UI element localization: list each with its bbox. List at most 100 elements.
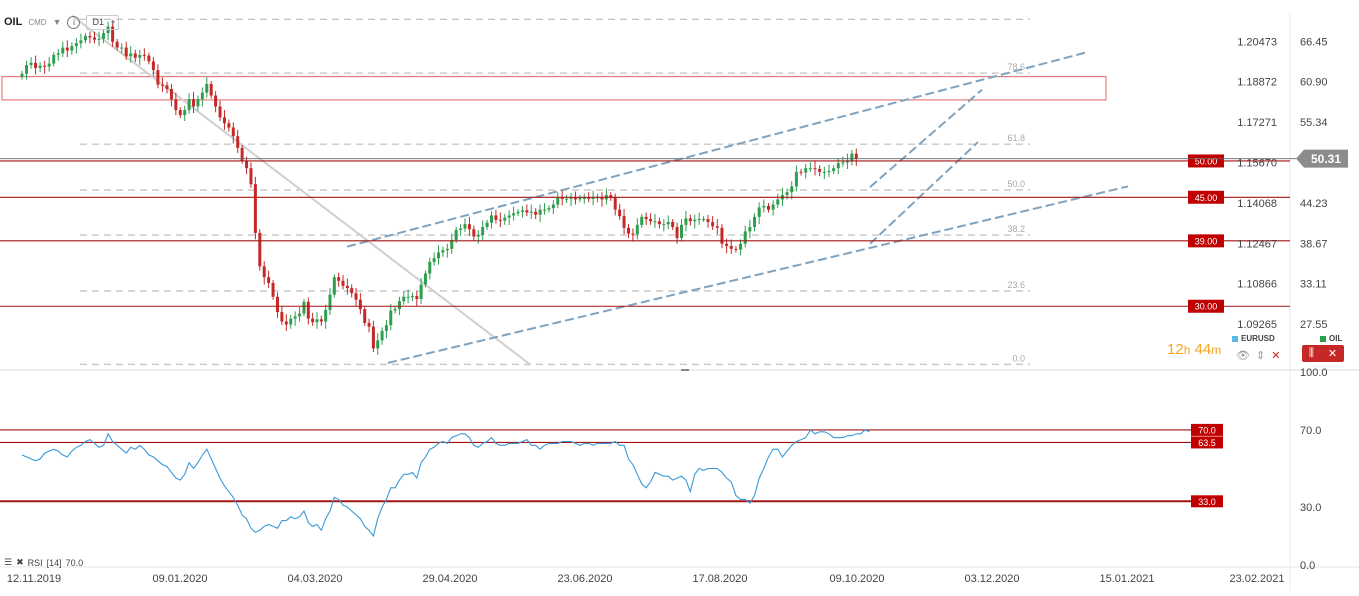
candle-body xyxy=(61,47,65,54)
rsi-level-label: 70.0 xyxy=(1198,425,1216,435)
x-axis-tick: 09.01.2020 xyxy=(152,573,207,585)
candle-body xyxy=(804,168,808,173)
candle-body xyxy=(151,61,155,71)
price-level-label: 45.00 xyxy=(1195,193,1218,203)
left-axis-tick: 1.17271 xyxy=(1237,117,1277,129)
candle-body xyxy=(790,186,794,193)
candle-body xyxy=(92,37,96,40)
legend-eurusd-label: EURUSD xyxy=(1241,334,1275,343)
candle-body xyxy=(319,319,323,322)
oil-swatch xyxy=(1320,335,1326,342)
candle-body xyxy=(725,243,729,246)
rsi-level-badge xyxy=(1191,495,1223,508)
candle-body xyxy=(547,208,551,210)
rsi-axis-tick: 0.0 xyxy=(1300,560,1315,572)
candle-body xyxy=(129,53,133,57)
x-axis-tick: 17.08.2020 xyxy=(692,573,747,585)
candle-body xyxy=(156,70,160,85)
candle-body xyxy=(854,153,858,159)
price-level-label: 50.00 xyxy=(1195,156,1218,166)
timeframe-select[interactable]: D1 xyxy=(86,14,119,30)
legend-eurusd[interactable]: EURUSD xyxy=(1232,334,1275,343)
close-icon[interactable]: ✕ xyxy=(1327,348,1338,360)
rsi-level-label: 33.0 xyxy=(1198,497,1216,507)
candle-body xyxy=(214,95,218,107)
candle-body xyxy=(582,197,586,199)
fib-level-label: 0.0 xyxy=(1012,353,1025,363)
candle-body xyxy=(160,84,164,86)
candle-body xyxy=(345,285,349,289)
right-axis-tick: 60.90 xyxy=(1300,77,1328,89)
x-axis-tick: 04.03.2020 xyxy=(287,573,342,585)
candle-body xyxy=(525,210,529,213)
candle-body xyxy=(222,117,226,124)
x-axis-tick: 23.06.2020 xyxy=(557,573,612,585)
candle-body xyxy=(450,240,454,249)
candle-body xyxy=(666,221,670,225)
candle-body xyxy=(363,309,367,323)
channel-upper xyxy=(346,50,1089,248)
candle-body xyxy=(771,204,775,210)
rsi-indicator-label: ☰ ✖ RSI [14] 70.0 xyxy=(4,557,83,568)
candle-body xyxy=(600,197,604,200)
candle-body xyxy=(397,301,401,310)
x-axis-tick: 29.04.2020 xyxy=(422,573,477,585)
candle-body xyxy=(306,301,310,319)
legend-oil[interactable]: OIL xyxy=(1320,334,1342,343)
candle-body xyxy=(729,245,733,249)
rsi-level-badge xyxy=(1191,436,1223,449)
rsi-level-badge xyxy=(1191,423,1223,436)
candle-body xyxy=(476,235,480,237)
candle-body xyxy=(748,227,752,232)
candle-body xyxy=(106,26,110,34)
candle-body xyxy=(693,219,697,222)
candle-body xyxy=(25,65,29,74)
rsi-panel: 70.0 63.5 33.0 100.0 70.0 30.0 0.0 xyxy=(0,367,1328,572)
sort-arrows-icon[interactable]: ⇕ xyxy=(1255,350,1266,362)
current-price-badge xyxy=(1296,149,1348,168)
candle-body xyxy=(115,41,119,48)
candle-body xyxy=(311,318,315,323)
candle-body xyxy=(209,83,213,96)
candle-body xyxy=(183,110,187,116)
candle-body xyxy=(711,221,715,227)
time-axis: 12.11.2019 09.01.2020 04.03.2020 29.04.2020… xyxy=(7,573,1285,585)
candle-body xyxy=(591,197,595,199)
delete-icon[interactable]: ✖ xyxy=(16,557,24,567)
candle-body xyxy=(262,266,266,278)
candle-body xyxy=(29,62,33,66)
candle-body xyxy=(516,211,520,214)
candle-body xyxy=(245,160,249,169)
candle-countdown: 12h 44m xyxy=(1167,341,1221,358)
candle-body xyxy=(808,168,812,170)
price-level-label: 39.00 xyxy=(1195,236,1218,246)
candle-body xyxy=(494,215,498,220)
indicator-menu-icon[interactable]: ☰ xyxy=(4,557,13,567)
short-channel-upper xyxy=(869,88,983,188)
settings-icon[interactable]: ⫼ xyxy=(1308,347,1314,359)
eye-icon[interactable]: 👁 xyxy=(1236,350,1250,362)
rsi-level-label: 63.5 xyxy=(1198,438,1216,448)
price-level-badge xyxy=(1188,234,1224,248)
dropdown-triangle-icon[interactable]: ▼ xyxy=(52,17,62,27)
price-level-badge xyxy=(1188,190,1224,204)
candle-body xyxy=(102,33,106,39)
candle-body xyxy=(380,330,384,341)
info-icon[interactable]: i xyxy=(67,15,81,29)
x-axis-tick: 09.10.2020 xyxy=(829,573,884,585)
candle-body xyxy=(406,296,410,298)
candle-body xyxy=(120,47,124,49)
candle-body xyxy=(267,277,271,283)
candle-body xyxy=(253,184,257,233)
countdown-hours-unit: h xyxy=(1183,343,1191,357)
candle-body xyxy=(551,204,555,209)
candle-body xyxy=(315,319,319,323)
price-levels[interactable]: 50.00 45.00 39.00 30.00 50.31 xyxy=(0,149,1348,313)
countdown-minutes-unit: m xyxy=(1211,343,1222,357)
symbol-label[interactable]: OIL xyxy=(4,16,23,28)
candle-body xyxy=(196,99,200,107)
candle-body xyxy=(88,35,92,38)
candle-body xyxy=(481,227,485,236)
close-icon[interactable]: ✕ xyxy=(1271,350,1281,362)
